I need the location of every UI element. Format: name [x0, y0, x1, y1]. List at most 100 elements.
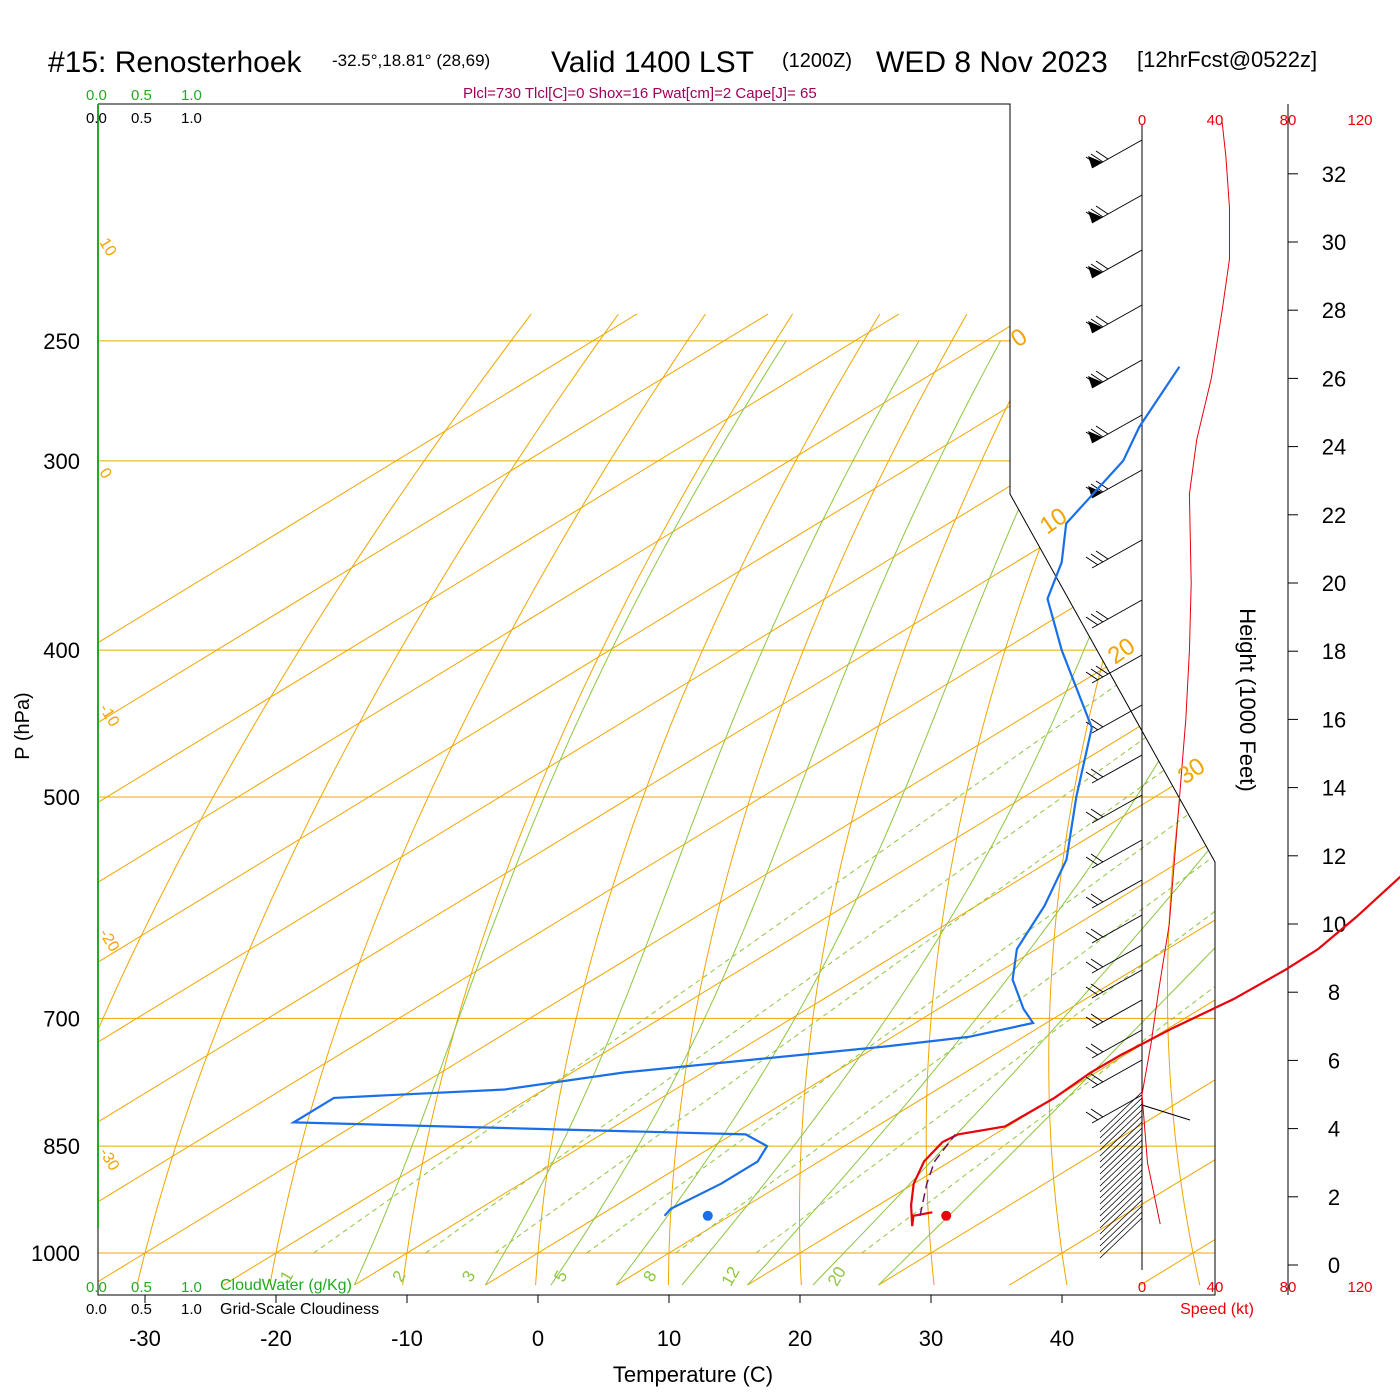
cloudiness-label: Grid-Scale Cloudiness: [220, 1301, 379, 1318]
x-tick--10: -10: [391, 1326, 423, 1351]
height-tick-2: 2: [1328, 1185, 1340, 1210]
wind-barb: [1141, 1104, 1191, 1121]
wind-barb: [1091, 539, 1143, 569]
wind-barb-feather: [1090, 318, 1104, 328]
cloud-top-green-2: 1.0: [181, 87, 202, 104]
wind-barb-feather: [1085, 486, 1099, 496]
wind-barb: [1091, 139, 1143, 169]
wind-barb: [1091, 599, 1143, 629]
dry-adiabat-line: [667, 313, 968, 1286]
surface-dewpoint-point: [702, 1210, 713, 1221]
wind-barb: [1091, 1059, 1143, 1089]
dry-adiabat-line: [136, 313, 619, 1286]
wind-barb-feather: [1090, 958, 1104, 968]
x-tick-20: 20: [788, 1326, 812, 1351]
cloudwater-label: CloudWater (g/Kg): [220, 1277, 352, 1294]
height-axis-title: Height (1000 Feet): [1235, 608, 1260, 791]
pressure-tick-400: 400: [43, 638, 80, 663]
wind-barb: [1099, 1187, 1143, 1229]
x-tick-30: 30: [919, 1326, 943, 1351]
wind-barb: [1091, 1029, 1143, 1059]
isotherm-label: 10: [1035, 502, 1072, 539]
wind-speed-line: [1141, 122, 1230, 1225]
speed-label: Speed (kt): [1180, 1301, 1254, 1318]
dry-adiabat-line: [269, 313, 706, 1286]
wind-barb: [1091, 194, 1143, 224]
wind-barb: [1099, 1205, 1143, 1247]
wind-barb: [1091, 249, 1143, 279]
mixing-ratio-line: [425, 649, 1215, 1254]
wind-barb-feather: [1085, 556, 1099, 566]
speed-bottom-40: 40: [1207, 1279, 1224, 1296]
wind-barb-feather: [1085, 896, 1099, 906]
wind-barbs: [1085, 139, 1191, 1259]
speed-top-40: 40: [1207, 112, 1224, 129]
station-title: #15: Renosterhoek: [48, 46, 303, 79]
cloud-bottom-green-0: 0.0: [86, 1279, 107, 1296]
wind-barb-flag: [1088, 211, 1102, 223]
forecast-info: [12hrFcst@0522z]: [1137, 47, 1317, 72]
wind-barb: [1099, 1127, 1143, 1169]
height-tick-12: 12: [1322, 844, 1346, 869]
wind-barb: [1091, 654, 1143, 684]
cloud-top-green-0: 0.0: [86, 87, 107, 104]
wind-barb: [1091, 1094, 1143, 1124]
mixing-ratio-label: 2: [388, 1267, 409, 1285]
wind-barb-feather: [1085, 1046, 1099, 1056]
cloud-top-black-0: 0.0: [86, 110, 107, 127]
sounding-curves: [289, 122, 1400, 1227]
wind-barb-feather: [1085, 1076, 1099, 1086]
moist-adiabat-line: [812, 340, 1215, 1286]
wind-barb: [1099, 1109, 1143, 1151]
wind-barb-feather: [1095, 260, 1109, 270]
wind-barb: [1091, 414, 1143, 444]
temperature-line: [909, 875, 1400, 1227]
height-tick-10: 10: [1322, 912, 1346, 937]
dry-adiabat-line: [1167, 313, 1215, 1286]
wind-barb-feather: [1085, 1111, 1099, 1121]
parcel-path-line: [919, 1133, 956, 1216]
cloud-top-black-2: 1.0: [181, 110, 202, 127]
wind-barb-feather: [1090, 718, 1104, 728]
wind-barb-feather: [1090, 853, 1104, 863]
dry-adiabat-line: [402, 313, 794, 1286]
cloud-top-black-1: 0.5: [131, 110, 152, 127]
wind-barb-feather: [1095, 315, 1109, 325]
isotherm-line: [98, 313, 1215, 1286]
dry-adiabat-line: [1394, 314, 1400, 1285]
pressure-tick-250: 250: [43, 329, 80, 354]
wind-barb-feather: [1090, 1013, 1104, 1023]
wind-barb-feather: [1090, 928, 1104, 938]
cloud-bottom-black-2: 1.0: [181, 1301, 202, 1318]
wind-barb-feather: [1085, 856, 1099, 866]
mixing-ratio-line: [861, 649, 1215, 1254]
wind-barb-flag: [1088, 376, 1102, 388]
wind-barb-feather: [1090, 1073, 1104, 1083]
isotherm-label: 10: [96, 235, 120, 259]
wind-barb: [1091, 999, 1143, 1029]
x-tick--20: -20: [260, 1326, 292, 1351]
wind-barb-feather: [1085, 671, 1099, 681]
wind-barb-feather: [1090, 613, 1104, 623]
wind-barb: [1099, 1193, 1143, 1235]
wind-barb: [1091, 914, 1143, 944]
wind-barb: [1099, 1169, 1143, 1211]
pressure-tick-1000: 1000: [31, 1241, 80, 1266]
wind-barb: [1099, 1157, 1143, 1199]
wind-barb: [1099, 1151, 1143, 1193]
wind-barb: [1099, 1145, 1143, 1187]
wind-barb: [1099, 1163, 1143, 1205]
wind-barb: [1099, 1121, 1143, 1163]
moist-adiabat-line: [484, 340, 920, 1286]
height-tick-20: 20: [1322, 571, 1346, 596]
wind-barb-feather: [1085, 266, 1099, 276]
wind-barb-feather: [1095, 425, 1109, 435]
wind-barb: [1091, 839, 1143, 869]
moist-adiabat-line: [747, 340, 1215, 1286]
isotherm-line: [747, 313, 1215, 1286]
speed-top-0: 0: [1138, 112, 1146, 129]
wind-barb: [1091, 879, 1143, 909]
